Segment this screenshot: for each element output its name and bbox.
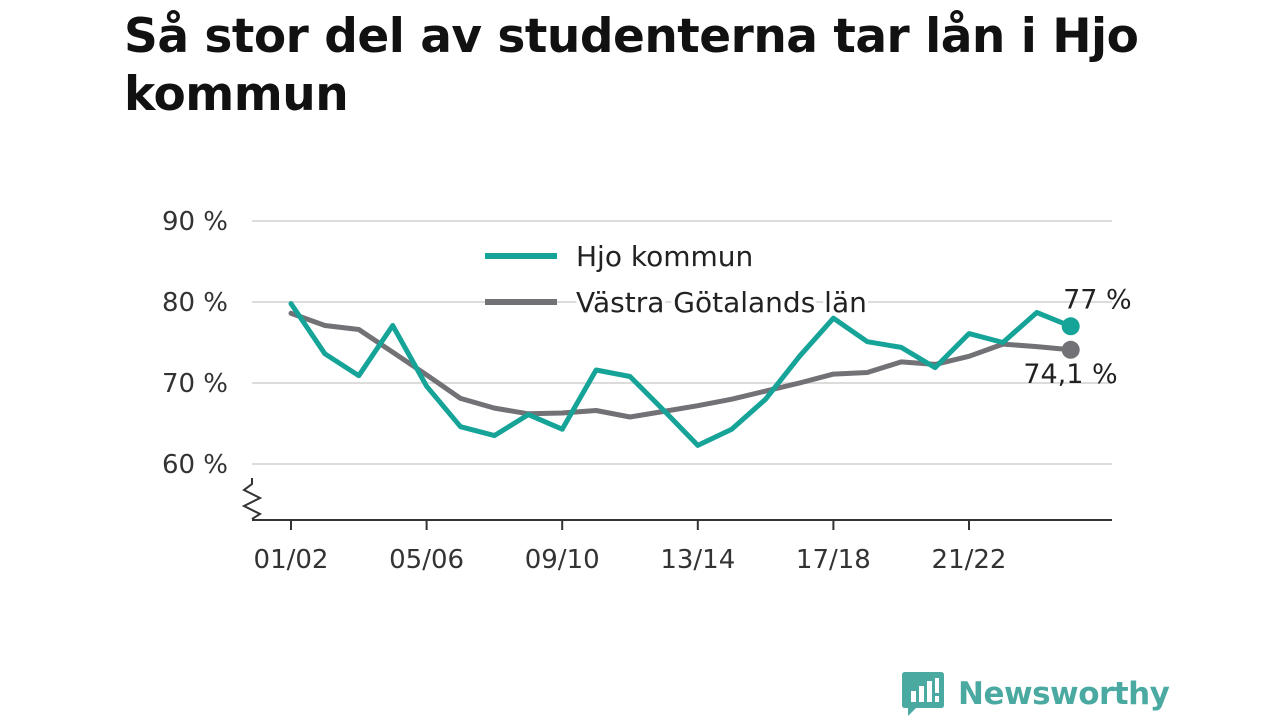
series-line-vastra-gotalands-lan [288, 310, 1074, 420]
brand-name: Newsworthy [958, 676, 1170, 712]
y-tick-label: 60 % [162, 450, 228, 480]
x-tick-label: 09/10 [525, 545, 600, 575]
end-point-vastra-gotalands-lan [1061, 340, 1080, 359]
chart-title: Så stor del av studenterna tar lån i Hjo… [124, 9, 1139, 122]
gridlines [252, 220, 1112, 465]
end-value-labels: 77 % 74,1 % [1023, 284, 1131, 389]
y-axis-labels: 60 % 70 % 80 % 90 % [162, 207, 228, 480]
legend-label: Västra Götalands län [576, 286, 867, 319]
series-lines [288, 301, 1080, 448]
x-tick-label: 13/14 [660, 545, 735, 575]
legend[interactable]: Hjo kommun Västra Götalands län [485, 237, 870, 323]
newsworthy-logo-icon [902, 672, 944, 716]
line-chart: 60 % 70 % 80 % 90 % 01/02 05/06 09/10 13/14 17/… [162, 207, 1132, 575]
x-tick-label: 21/22 [932, 545, 1007, 575]
y-tick-label: 70 % [162, 369, 228, 399]
y-tick-label: 80 % [162, 288, 228, 318]
x-tick-label: 01/02 [254, 545, 329, 575]
x-tick-label: 17/18 [796, 545, 871, 575]
legend-label: Hjo kommun [576, 240, 753, 273]
end-label-vastra-gotalands-lan: 74,1 % [1023, 359, 1117, 390]
x-axis-labels: 01/02 05/06 09/10 13/14 17/18 21/22 [254, 545, 1007, 575]
series-line-hjo-kommun [288, 301, 1074, 448]
x-axis [241, 478, 1112, 530]
newsworthy-brand[interactable]: Newsworthy [902, 672, 1170, 716]
x-tick-label: 05/06 [389, 545, 464, 575]
end-label-hjo-kommun: 77 % [1063, 284, 1132, 315]
y-tick-label: 90 % [162, 207, 228, 237]
end-point-hjo-kommun [1061, 317, 1080, 336]
axis-break-icon [241, 478, 263, 520]
